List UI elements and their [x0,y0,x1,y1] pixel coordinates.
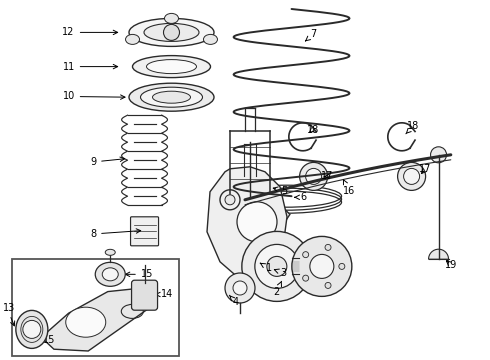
Wedge shape [429,249,448,259]
Ellipse shape [16,310,48,348]
Text: 11: 11 [63,62,118,72]
Ellipse shape [203,35,218,44]
Ellipse shape [129,83,214,111]
Circle shape [164,24,179,40]
Text: 10: 10 [63,91,125,102]
Ellipse shape [144,23,199,41]
Polygon shape [27,288,157,351]
Polygon shape [210,194,290,229]
Ellipse shape [125,35,140,44]
Ellipse shape [132,55,211,78]
Ellipse shape [147,60,196,73]
Text: 12: 12 [62,27,118,37]
Circle shape [431,147,446,163]
Circle shape [303,252,309,258]
Circle shape [267,256,287,276]
Circle shape [220,190,240,210]
Text: 14: 14 [155,289,173,300]
Ellipse shape [397,162,426,190]
FancyBboxPatch shape [130,217,159,246]
Text: 17: 17 [321,171,334,181]
Text: 7: 7 [305,29,317,41]
Ellipse shape [95,262,125,286]
Text: 17: 17 [419,164,432,174]
Polygon shape [207,167,287,275]
Text: 18: 18 [307,125,319,135]
Circle shape [325,244,331,250]
Ellipse shape [102,268,118,281]
Text: 2: 2 [274,281,282,297]
Text: 5: 5 [273,186,287,196]
Circle shape [242,231,312,301]
Circle shape [325,283,331,288]
Text: 16: 16 [343,180,355,196]
Ellipse shape [129,18,214,46]
Circle shape [255,244,299,288]
Text: 4: 4 [229,295,238,307]
Text: 9: 9 [90,157,124,167]
Ellipse shape [165,13,178,23]
Circle shape [237,202,277,242]
Text: 3: 3 [274,268,286,278]
Circle shape [233,281,247,295]
Ellipse shape [141,87,202,107]
Text: 13: 13 [3,303,15,313]
Circle shape [404,168,419,184]
Ellipse shape [66,307,106,337]
Text: 8: 8 [90,229,141,239]
Circle shape [306,168,321,184]
Ellipse shape [105,249,115,255]
Circle shape [225,273,255,303]
FancyBboxPatch shape [12,259,179,356]
FancyBboxPatch shape [131,280,158,310]
Text: 19: 19 [445,260,457,270]
Text: 15: 15 [41,332,55,345]
Circle shape [303,275,309,281]
Circle shape [225,195,235,205]
Text: 18: 18 [406,121,420,134]
Text: 15: 15 [125,269,153,279]
Circle shape [292,237,352,296]
Text: 6: 6 [295,192,307,202]
Ellipse shape [299,162,328,190]
Circle shape [339,264,345,269]
Text: 1: 1 [260,263,271,273]
Ellipse shape [152,91,191,103]
Circle shape [310,255,334,278]
Circle shape [23,320,41,338]
